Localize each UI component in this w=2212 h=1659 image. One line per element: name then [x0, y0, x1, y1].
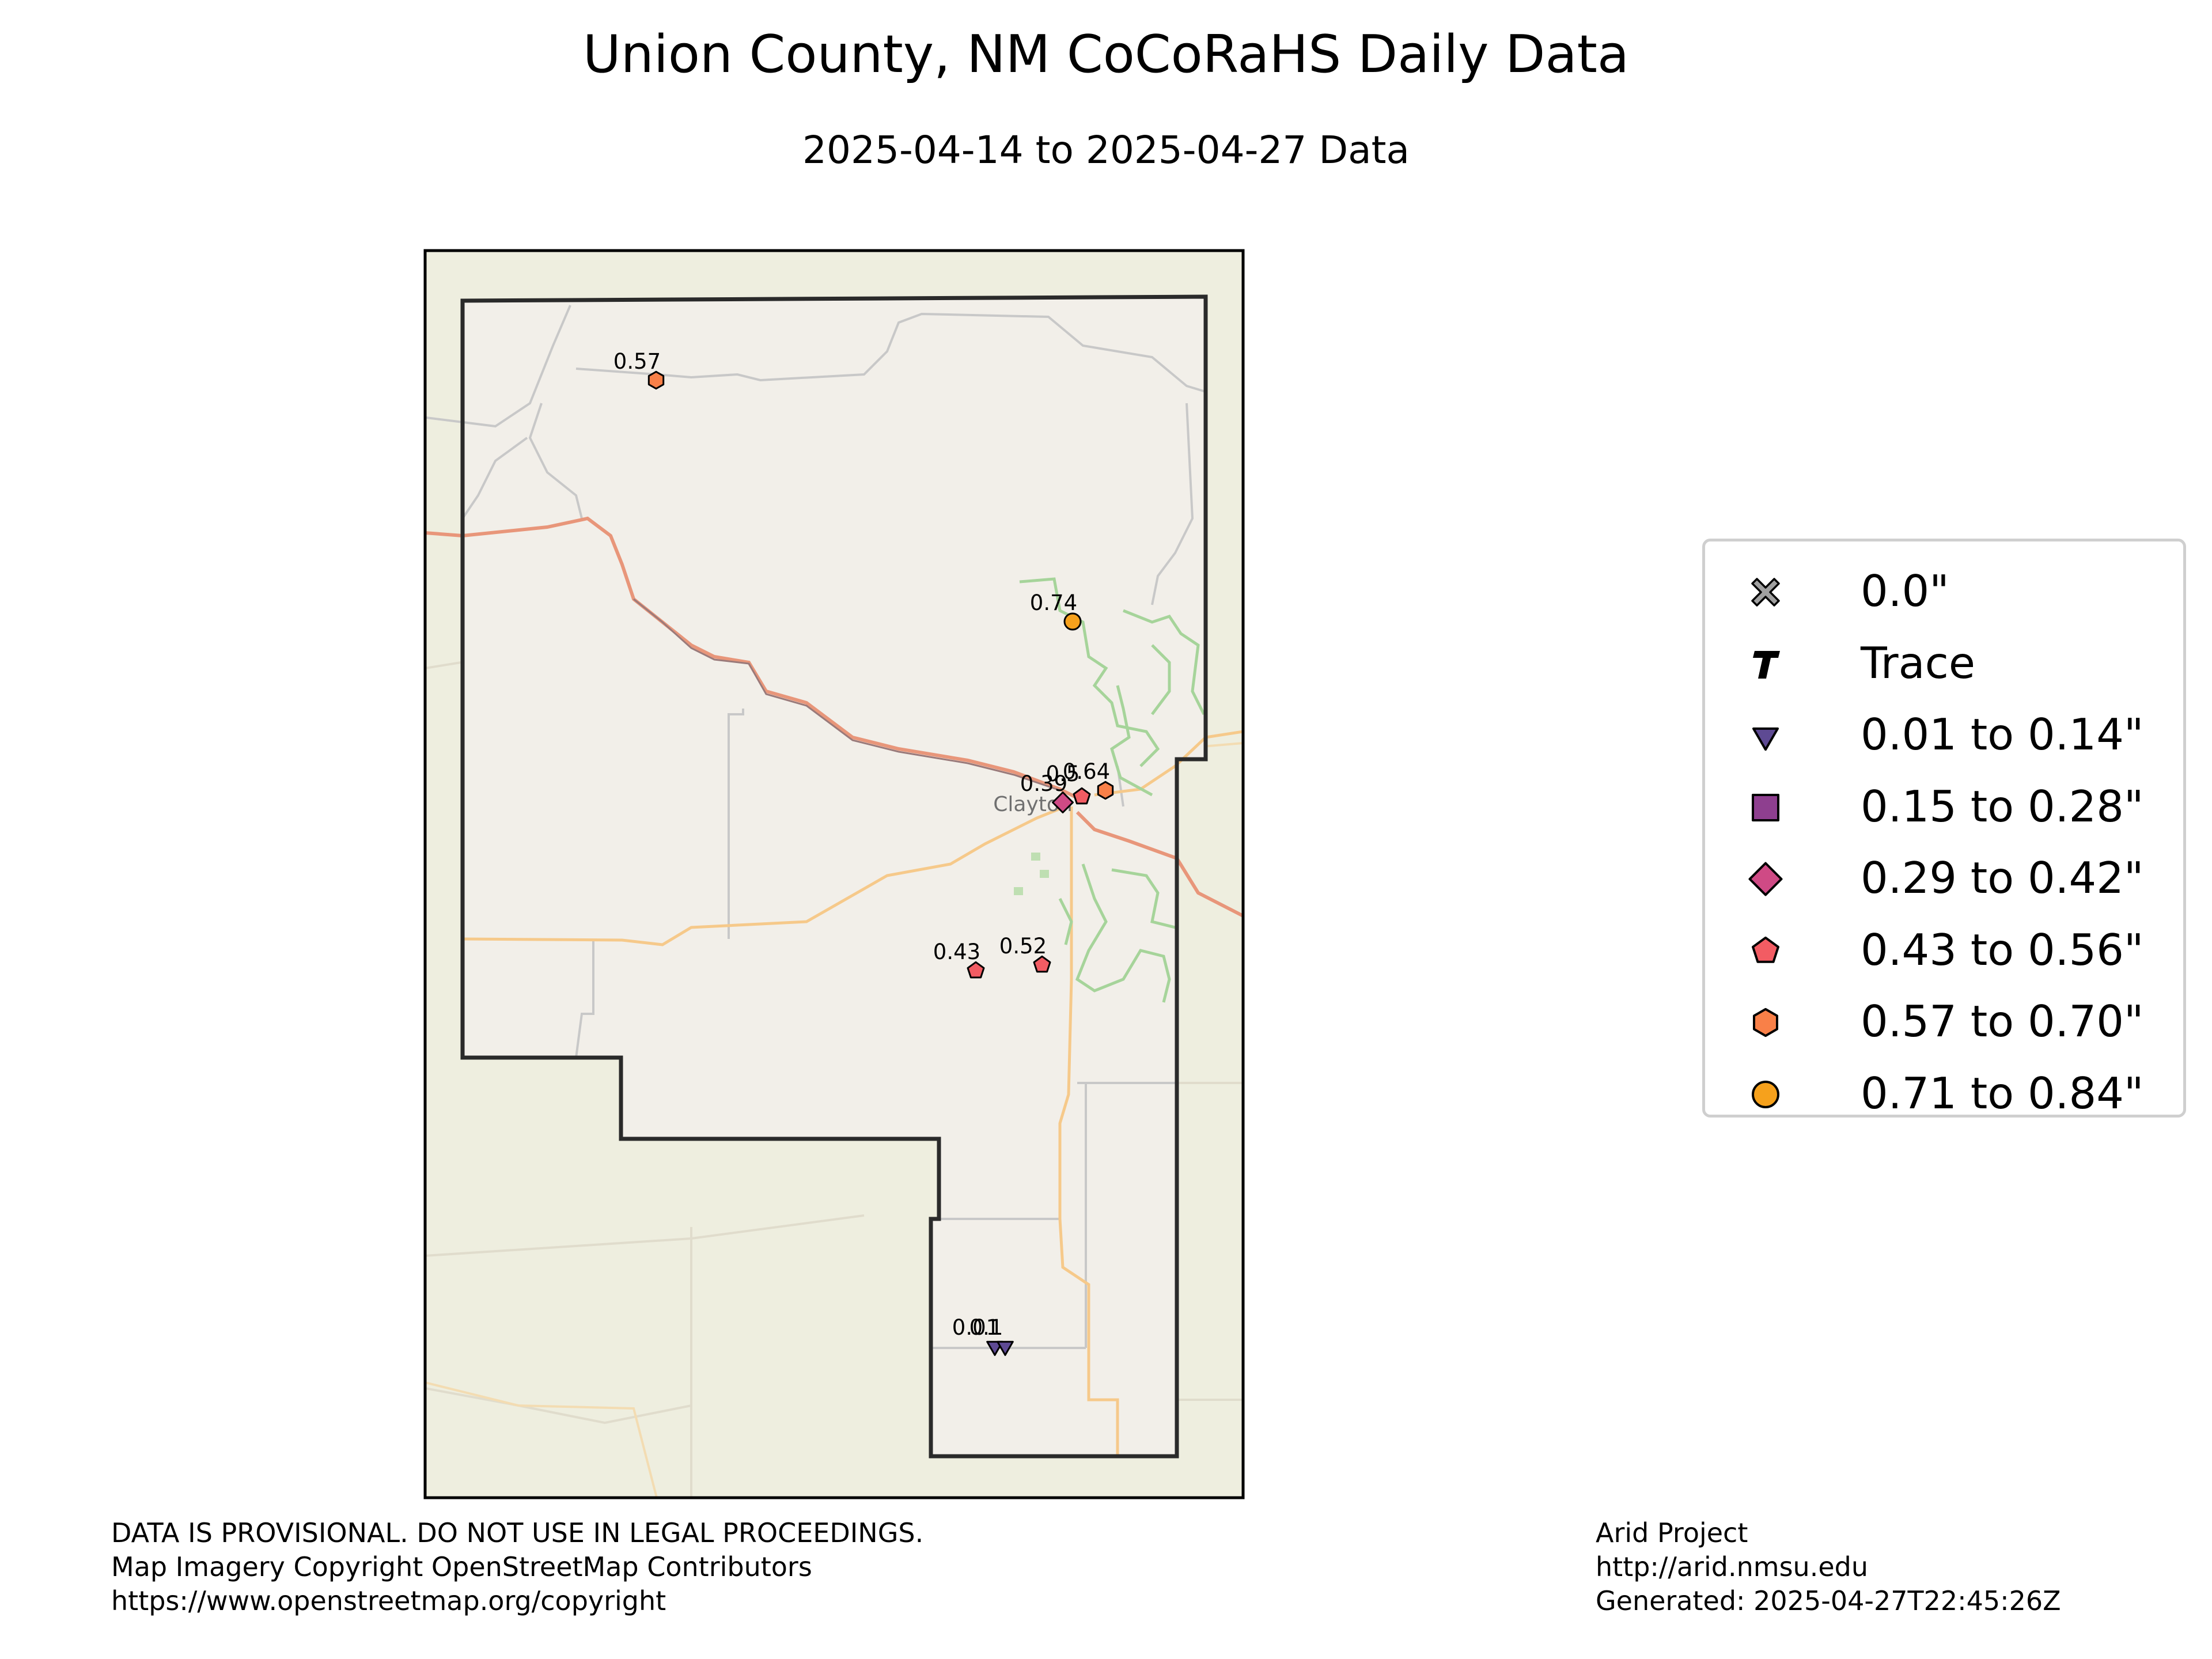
legend-item: 0.57 to 0.70": [1705, 988, 2183, 1057]
triangle-down-icon: [1752, 727, 1779, 751]
hexagon-icon: [1753, 1007, 1778, 1037]
chart-subtitle: 2025-04-14 to 2025-04-27 Data: [802, 128, 1410, 172]
legend-label: 0.0": [1861, 566, 1949, 616]
x-icon: [1751, 578, 1780, 607]
square-icon: [1752, 793, 1779, 821]
footer-line: Generated: 2025-04-27T22:45:26Z: [1596, 1585, 2061, 1616]
footer-line: DATA IS PROVISIONAL. DO NOT USE IN LEGAL…: [111, 1517, 924, 1548]
diamond-icon: [1748, 862, 1783, 896]
chart-title: Union County, NM CoCoRaHS Daily Data: [582, 24, 1630, 85]
pentagon-icon: [967, 961, 985, 979]
hexagon-icon: [1753, 1007, 1778, 1037]
map-frame: [423, 249, 1245, 1499]
us-highway: [425, 516, 1243, 918]
station-value-label: 0.64: [1063, 759, 1110, 784]
hexagon-icon: [647, 370, 665, 390]
pentagon-icon: [1073, 787, 1091, 805]
station-value-label: 0.52: [999, 934, 1047, 959]
station-marker[interactable]: 0.5: [1046, 762, 1091, 805]
legend-item: 0.43 to 0.56": [1705, 916, 2183, 986]
station-value-label: 0.39: [1020, 771, 1067, 796]
square-icon: [1752, 793, 1779, 821]
station-marker[interactable]: 0.43: [933, 940, 985, 979]
station-marker[interactable]: 0.74: [1030, 590, 1082, 631]
station-layer: 0.57 0.74 0.390.50.64 0.43 0.52 0.010.1: [613, 349, 1114, 1356]
legend-label: 0.43 to 0.56": [1861, 924, 2144, 975]
legend-label: 0.57 to 0.70": [1861, 996, 2144, 1047]
station-value-label: 0.74: [1030, 590, 1077, 615]
footer-disclaimer: DATA IS PROVISIONAL. DO NOT USE IN LEGAL…: [111, 1516, 923, 1618]
rail-line: [633, 598, 1060, 791]
footer-link[interactable]: http://arid.nmsu.edu: [1596, 1551, 1868, 1582]
pentagon-icon: [1033, 955, 1051, 973]
station-value-label: 0.57: [613, 349, 661, 374]
pentagon-icon: [1752, 936, 1779, 963]
station-marker[interactable]: 0.1: [969, 1315, 1014, 1356]
station-value-label: 0.5: [1046, 762, 1080, 786]
hexagon-icon: [1097, 781, 1114, 800]
station-marker[interactable]: 0.57: [613, 349, 665, 390]
pentagon-icon: [1752, 936, 1779, 963]
legend-label: 0.71 to 0.84": [1861, 1067, 2144, 1119]
legend: 0.0" Trace 0.01 to 0.14" 0.15 to 0.28" 0.29 …: [1702, 539, 2186, 1119]
diamond-icon: [1052, 791, 1074, 813]
footer-line: Arid Project: [1596, 1517, 1748, 1548]
grassland-patches: [1014, 853, 1049, 895]
circle-icon: [1752, 1080, 1779, 1108]
station-value-label: 0.43: [933, 940, 980, 964]
station-marker[interactable]: 0.52: [999, 934, 1051, 973]
legend-item: Trace: [1705, 630, 2183, 699]
station-marker[interactable]: 0.64: [1063, 759, 1114, 800]
national-grassland: [1019, 577, 1206, 1003]
legend-label: 0.01 to 0.14": [1861, 709, 2144, 760]
t-icon: [1753, 650, 1780, 679]
legend-item: 0.15 to 0.28": [1705, 773, 2183, 842]
station-value-label: 0.01: [952, 1315, 999, 1340]
circle-icon: [1063, 612, 1082, 631]
legend-label: 0.15 to 0.28": [1861, 781, 2144, 832]
triangle-down-icon: [997, 1340, 1014, 1356]
footer-link[interactable]: https://www.openstreetmap.org/copyright: [111, 1585, 666, 1616]
outer-roads: [425, 661, 1243, 1498]
footer-line: Map Imagery Copyright OpenStreetMap Cont…: [111, 1551, 812, 1582]
county-border: [460, 294, 1208, 1459]
county-polygon: [463, 297, 1206, 1456]
triangle-down-icon: [1752, 727, 1779, 751]
legend-label: 0.29 to 0.42": [1861, 853, 2144, 903]
footer-credits: Arid Project http://arid.nmsu.edu Genera…: [1596, 1516, 2061, 1618]
station-marker[interactable]: 0.01: [952, 1315, 1003, 1356]
station-value-label: 0.1: [969, 1315, 1003, 1340]
legend-item: 0.0": [1705, 558, 2183, 627]
diamond-icon: [1748, 862, 1783, 896]
legend-item: 0.29 to 0.42": [1705, 844, 2183, 914]
legend-item: 0.01 to 0.14": [1705, 701, 2183, 770]
legend-item: 0.71 to 0.84": [1705, 1060, 2183, 1129]
legend-label: Trace: [1861, 637, 1975, 688]
circle-icon: [1752, 1080, 1779, 1108]
station-marker[interactable]: 0.39: [1020, 771, 1074, 813]
minor-roads: [426, 305, 1206, 1349]
